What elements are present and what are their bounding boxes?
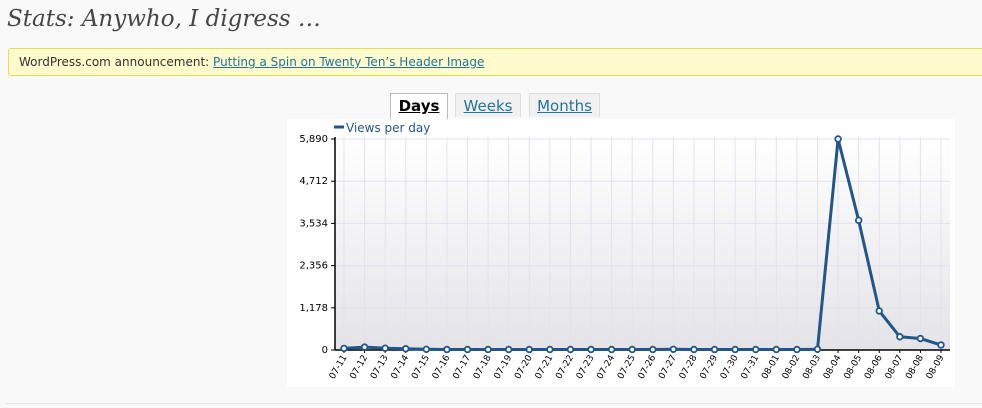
x-tick-label: 07-26 (637, 353, 659, 381)
x-tick-label: 08-02 (781, 354, 803, 382)
x-tick-label: 07-20 (513, 353, 535, 381)
data-point (731, 345, 739, 354)
data-point (402, 345, 410, 353)
footer-divider (6, 403, 982, 404)
x-tick-label: 07-19 (493, 353, 515, 381)
legend-label: Views per day (346, 121, 430, 135)
data-point (690, 345, 698, 354)
data-point (381, 344, 389, 352)
x-tick-label: 07-23 (575, 354, 597, 382)
data-point (443, 345, 451, 354)
x-tick-label: 08-05 (843, 354, 865, 382)
data-point (793, 345, 801, 354)
data-point (607, 345, 616, 354)
x-tick-label: 07-27 (657, 354, 679, 382)
x-tick-label: 07-28 (678, 353, 700, 381)
data-point (854, 216, 863, 225)
data-point (546, 345, 554, 354)
data-point (752, 345, 760, 354)
x-tick-label: 07-12 (348, 354, 370, 382)
data-point (875, 307, 883, 315)
plot-area (335, 137, 950, 350)
data-point (916, 334, 925, 343)
data-point (422, 345, 431, 353)
x-tick-label: 07-11 (328, 354, 350, 382)
x-tick-label: 08-01 (760, 353, 782, 381)
x-tick-label: 07-30 (719, 353, 741, 381)
x-tick-label: 07-16 (431, 353, 453, 381)
y-tick-label: 5,890 (299, 134, 328, 145)
x-tick-label: 08-07 (884, 354, 906, 382)
y-tick-label: 4,712 (299, 176, 328, 187)
x-tick-label: 07-18 (472, 353, 494, 381)
tab-days[interactable]: Days (390, 93, 448, 119)
page-title: Stats: Anywho, I digress … (7, 6, 321, 32)
data-point (525, 345, 533, 354)
announcement-prefix: WordPress.com announcement: (19, 55, 210, 69)
x-tick-label: 08-04 (822, 353, 844, 381)
data-point (484, 345, 492, 354)
data-point (360, 343, 369, 351)
x-tick-label: 07-29 (698, 353, 720, 381)
data-point (340, 344, 348, 353)
announcement-bar: WordPress.com announcement: Putting a Sp… (8, 48, 982, 76)
x-tick-label: 08-06 (863, 353, 885, 381)
x-tick-label: 07-31 (740, 354, 762, 382)
x-tick-label: 07-17 (451, 354, 473, 382)
x-tick-label: 08-09 (925, 353, 947, 381)
data-point (772, 345, 781, 354)
data-point (649, 345, 657, 354)
x-tick-label: 07-15 (410, 354, 432, 382)
data-point (813, 345, 822, 353)
data-point (628, 345, 636, 354)
announcement-link[interactable]: Putting a Spin on Twenty Ten’s Header Im… (213, 55, 485, 69)
data-point (669, 345, 678, 353)
y-tick-label: 1,178 (299, 303, 328, 314)
y-tick-label: 0 (322, 345, 328, 356)
data-point (504, 345, 513, 354)
data-point (710, 345, 719, 354)
x-tick-label: 08-03 (801, 354, 823, 382)
data-point (834, 135, 842, 143)
views-chart: 5,890 4,712 3,534 2,356 1,178 0 07-11 07-12 07-1… (287, 119, 955, 387)
data-point (896, 333, 904, 341)
data-point (463, 345, 472, 354)
y-tick-label: 3,534 (299, 218, 328, 229)
x-tick-label: 07-13 (369, 354, 391, 382)
tab-weeks[interactable]: Weeks (455, 93, 521, 117)
x-tick-label: 07-21 (534, 354, 556, 382)
x-tick-label: 07-14 (390, 353, 412, 381)
data-point (587, 345, 595, 354)
x-tick-label: 08-08 (904, 353, 926, 381)
data-point (937, 341, 945, 349)
x-tick-label: 07-25 (616, 354, 638, 382)
x-tick-label: 07-22 (554, 354, 576, 382)
y-tick-label: 2,356 (299, 261, 328, 272)
tab-months[interactable]: Months (529, 93, 600, 117)
views-chart-svg: 5,8904,7123,5342,3561,178007-1107-1207-1… (299, 121, 950, 382)
x-tick-label: 07-24 (595, 353, 617, 381)
data-point (566, 345, 575, 354)
